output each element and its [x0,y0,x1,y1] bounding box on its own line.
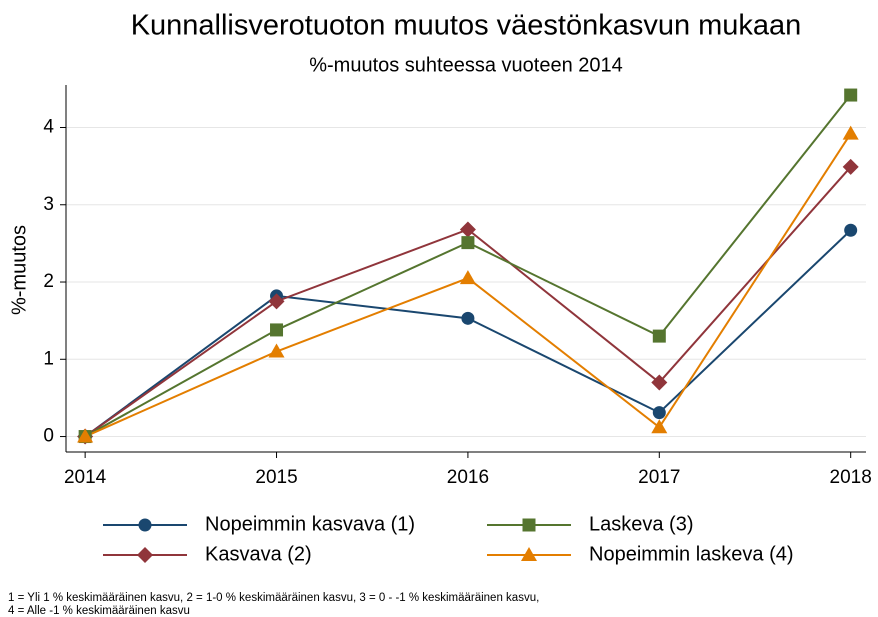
marker [138,518,152,532]
chart-title: Kunnallisverotuoton muutos väestönkasvun… [131,10,802,42]
marker [459,221,476,238]
marker [521,547,537,561]
x-tick-label: 2018 [830,467,872,488]
marker [522,518,536,532]
legend-label: Laskeva (3) [589,513,694,535]
marker [652,329,666,343]
marker [270,323,284,337]
series-line [84,229,852,438]
marker [652,406,666,420]
marker [461,311,475,325]
footnote: 1 = Yli 1 % keskimääräinen kasvu, 2 = 1-… [8,592,539,604]
marker [268,293,285,310]
marker [137,547,153,563]
marker [77,428,94,443]
footnote: 4 = Alle -1 % keskimääräinen kasvu [8,605,190,617]
x-tick-label: 2014 [64,467,107,488]
series-line [84,166,852,438]
chart-subtitle: %-muutos suhteessa vuoteen 2014 [309,54,623,76]
y-axis-label: %-muutos [8,225,30,315]
y-tick-label: 3 [43,194,54,215]
x-tick-label: 2017 [638,467,680,488]
legend-label: Nopeimmin kasvava (1) [205,513,415,535]
series-line [84,133,852,438]
marker [651,419,668,434]
x-tick-label: 2015 [255,467,297,488]
y-tick-label: 4 [43,117,54,138]
marker [844,223,858,237]
marker [461,236,475,250]
legend-label: Kasvava (2) [205,543,312,565]
y-tick-label: 2 [43,271,54,292]
marker [842,125,859,140]
y-tick-label: 1 [43,348,54,369]
marker [842,158,859,175]
y-tick-label: 0 [43,426,54,447]
x-tick-label: 2016 [447,467,489,488]
marker [459,270,476,285]
marker [268,343,285,358]
legend-label: Nopeimmin laskeva (4) [589,543,794,565]
marker [844,88,858,102]
marker [651,374,668,391]
